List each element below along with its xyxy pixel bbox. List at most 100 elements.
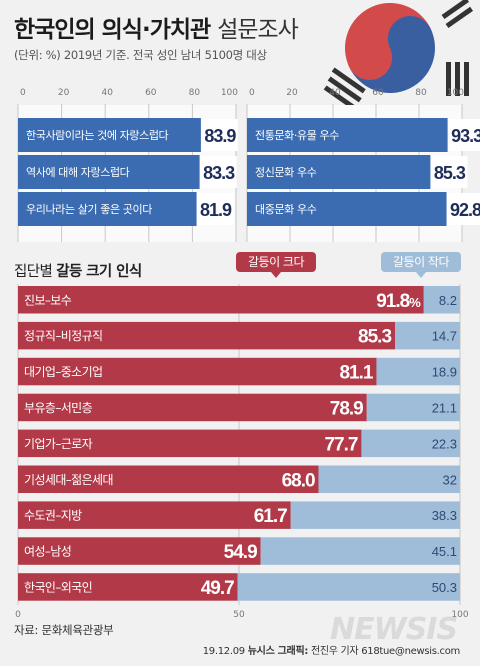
- conflict-value-small: 45.1: [432, 544, 457, 559]
- pride-category-label: 우리나라는 살기 좋은 곳이다: [26, 203, 152, 216]
- conflict-bar-small: [376, 357, 460, 386]
- conflict-category-label: 여성–남성: [24, 545, 71, 559]
- pride-tick-label: 60: [145, 88, 157, 98]
- conflict-category-label: 대기업–중소기업: [24, 365, 102, 379]
- source-note: 자료: 문화체육관광부: [14, 623, 114, 637]
- legend-small-tag: [381, 252, 461, 272]
- legend-large-tag-pointer: [271, 272, 281, 278]
- pride-value-label: 83.3: [203, 163, 235, 183]
- conflict-value-small: 32: [443, 472, 457, 487]
- conflict-value-large: 61.7: [254, 506, 287, 527]
- conflict-value-small: 8.2: [439, 293, 457, 308]
- conflict-value-large: 68.0: [282, 470, 315, 491]
- conflict-bar-large: [18, 573, 238, 601]
- conflict-bar-large: [18, 393, 367, 422]
- pride-value-label: 83.9: [204, 126, 236, 146]
- culture-value-label: 93.3: [451, 126, 480, 146]
- pride-value-box: [201, 119, 238, 151]
- conflict-value-large: 49.7: [201, 578, 234, 599]
- conflict-value-large: 54.9: [224, 542, 257, 563]
- pride-bar: [18, 118, 201, 152]
- culture-bar: [247, 192, 447, 226]
- conflict-value-large: 85.3: [358, 327, 391, 348]
- conflict-value-suffix: %: [409, 295, 421, 310]
- credit-author: 전진우 기자 618tue@newsis.com: [310, 646, 460, 657]
- conflict-value-small: 38.3: [432, 508, 457, 523]
- conflict-tick-label: 0: [15, 610, 21, 620]
- pride-tick-label: 100: [221, 88, 238, 98]
- conflict-bar-small: [260, 537, 460, 565]
- culture-category-label: 정신문화 우수: [255, 166, 317, 179]
- conflict-section-title: 집단별 갈등 크기 인식: [14, 262, 142, 280]
- conflict-value-large: 91.8%: [376, 291, 421, 312]
- conflict-category-label: 기업가–근로자: [24, 437, 93, 451]
- conflict-bar-large: [18, 501, 291, 529]
- conflict-bar-large: [18, 286, 424, 314]
- conflict-category-label: 진보–보수: [24, 293, 72, 307]
- page-title: 한국인의 의식·가치관 설문조사: [14, 10, 299, 44]
- pride-tick-label: 40: [101, 88, 113, 98]
- pride-category-label: 역사에 대해 자랑스럽다: [26, 165, 130, 179]
- culture-bar: [247, 155, 431, 189]
- conflict-bar-small: [290, 501, 460, 529]
- pride-bar: [18, 192, 197, 226]
- culture-tick-label: 0: [249, 88, 255, 98]
- pride-tick-label: 80: [189, 88, 201, 98]
- conflict-bar-large: [18, 537, 261, 565]
- conflict-bar-large: [18, 321, 396, 350]
- culture-value-label: 92.8: [450, 200, 480, 220]
- conflict-value-small: 22.3: [432, 436, 457, 451]
- conflict-value-large-number: 91.8: [376, 291, 409, 312]
- legend-large-legend-label: 갈등이 크다: [248, 255, 304, 269]
- pride-value-box: [200, 156, 237, 188]
- culture-bar: [247, 118, 448, 152]
- culture-value-box: [448, 119, 480, 151]
- culture-tick-label: 80: [415, 88, 427, 98]
- pride-tick-label: 20: [58, 88, 70, 98]
- title-bold: 한국인의 의식·가치관: [14, 17, 211, 43]
- title-light: 설문조사: [217, 17, 299, 43]
- culture-value-box: [447, 193, 480, 225]
- conflict-value-small: 21.1: [432, 400, 457, 415]
- pride-tick-label: 0: [20, 88, 26, 98]
- conflict-tick-label: 100: [451, 610, 468, 620]
- conflict-value-large: 81.1: [339, 363, 373, 384]
- pride-category-label: 한국사람이라는 것에 자랑스럽다: [26, 128, 169, 142]
- conflict-bar-large: [18, 429, 362, 458]
- conflict-category-label: 정규직–비정규직: [24, 329, 102, 343]
- culture-category-label: 대중문화 우수: [255, 203, 317, 216]
- pride-value-label: 81.9: [200, 200, 232, 220]
- conflict-bar-large: [18, 465, 319, 493]
- conflict-bar-large: [18, 357, 377, 386]
- conflict-value-small: 18.9: [432, 365, 457, 380]
- pride-value-box: [197, 193, 234, 225]
- conflict-value-large: 78.9: [330, 398, 363, 419]
- conflict-bar-small: [366, 393, 460, 422]
- conflict-bar-small: [237, 573, 460, 601]
- conflict-category-label: 부유층–서민층: [24, 401, 93, 415]
- culture-category-label: 전통문화·유물 우수: [255, 129, 339, 142]
- conflict-value-large: 77.7: [324, 434, 357, 455]
- pride-bar: [18, 155, 200, 189]
- conflict-value-small: 14.7: [432, 329, 457, 344]
- credit-date: 19.12.09: [202, 646, 245, 657]
- conflict-category-label: 기성세대–젊은세대: [24, 473, 113, 487]
- conflict-value-small: 50.3: [432, 580, 457, 595]
- conflict-title-bold: 갈등 크기 인식: [56, 262, 141, 280]
- culture-tick-label: 60: [372, 88, 384, 98]
- culture-value-box: [431, 156, 468, 188]
- conflict-bar-small: [318, 465, 460, 493]
- culture-tick-label: 20: [286, 88, 298, 98]
- conflict-bar-small: [423, 286, 460, 314]
- conflict-bar-small: [361, 429, 460, 458]
- legend-small-tag-pointer: [416, 272, 426, 278]
- conflict-category-label: 한국인–외국인: [24, 580, 92, 594]
- newsis-watermark: NEWSIS: [330, 612, 458, 647]
- legend-large-tag: [236, 252, 316, 272]
- culture-value-label: 85.3: [434, 163, 466, 183]
- legend-small-legend-label: 갈등이 작다: [393, 255, 449, 269]
- culture-tick-label: 100: [447, 88, 464, 98]
- culture-tick-label: 40: [329, 88, 341, 98]
- subtitle: (단위: %) 2019년 기준. 전국 성인 남녀 5100명 대상: [14, 48, 267, 62]
